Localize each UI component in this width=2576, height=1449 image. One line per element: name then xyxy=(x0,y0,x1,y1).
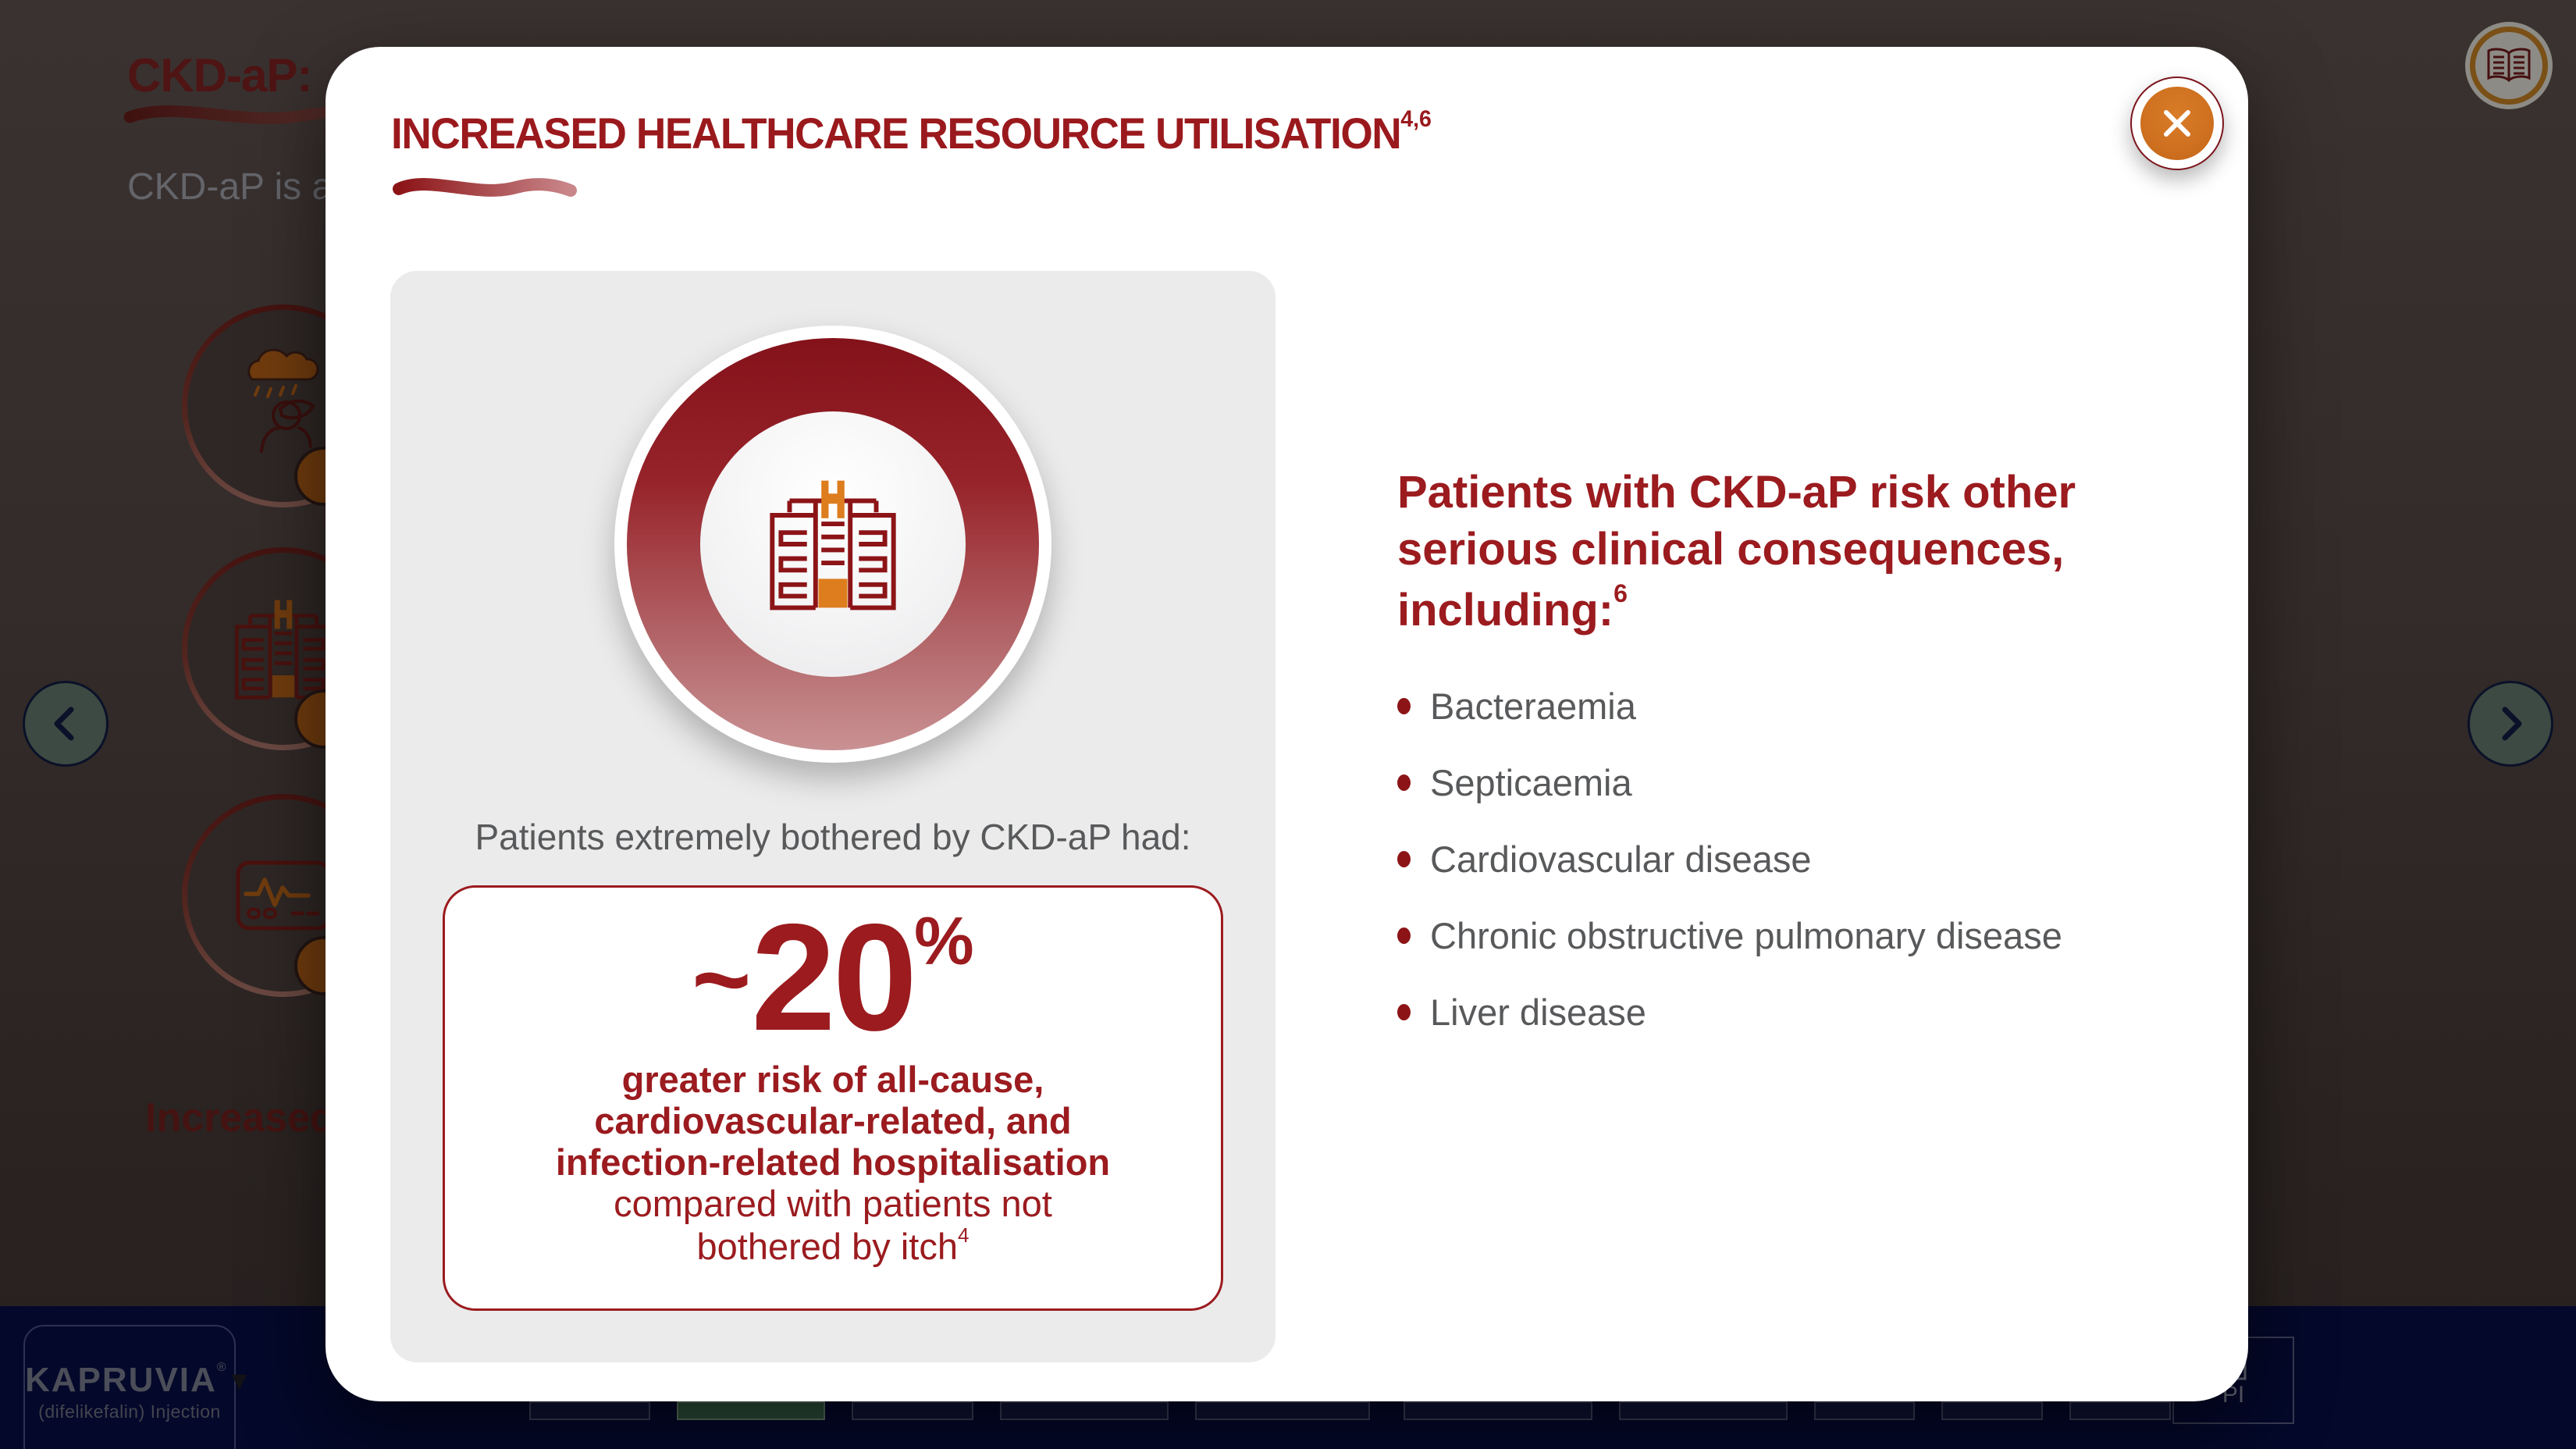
footer-nav-button-5[interactable] xyxy=(1195,1401,1370,1420)
close-modal-button[interactable] xyxy=(2130,77,2224,170)
chevron-right-icon xyxy=(2502,707,2522,741)
book-ring xyxy=(2470,27,2548,105)
heading-line-1: Patients with CKD-aP risk other xyxy=(1397,467,2076,518)
page-title: CKD-aP: xyxy=(127,49,312,101)
footer-nav-button-4[interactable] xyxy=(1000,1401,1169,1420)
page-subtitle: CKD-aP is a xyxy=(127,166,333,208)
footer-nav-button-3[interactable] xyxy=(852,1401,973,1420)
footer-nav-button-8[interactable] xyxy=(1814,1401,1915,1420)
modal-title: INCREASED HEALTHCARE RESOURCE UTILISATIO… xyxy=(391,106,1432,158)
statistic-bold-text: greater risk of all-cause, cardiovascula… xyxy=(445,1059,1221,1183)
stat-bold-line-3: infection-related hospitalisation xyxy=(555,1141,1111,1184)
list-item: Cardiovascular disease xyxy=(1397,838,2225,881)
heading-line-2: serious clinical consequences, xyxy=(1397,523,2065,575)
approx-tilde: ~ xyxy=(692,922,752,1036)
heading-line-3-text: including: xyxy=(1397,585,1614,635)
consequences-heading: Patients with CKD-aP risk other serious … xyxy=(1397,465,2225,639)
hospital-building-icon xyxy=(770,480,896,611)
modal-title-swoosh xyxy=(393,178,577,197)
x-icon xyxy=(2164,110,2190,137)
statistic-number: ~20% xyxy=(445,902,1221,1054)
heading-line-3: including:6 xyxy=(1397,578,2225,639)
statistic-box: ~20% greater risk of all-cause, cardiova… xyxy=(443,885,1223,1311)
hospital-badge-inner xyxy=(700,411,966,677)
list-item: Chronic obstructive pulmonary disease xyxy=(1397,914,2225,957)
brand-subtitle: (difelikefalin) Injection xyxy=(38,1401,221,1422)
footer-nav-button-1[interactable] xyxy=(529,1401,650,1420)
statistic-panel: Patients extremely bothered by CKD-aP ha… xyxy=(390,271,1276,1362)
stat-bold-line-2: cardiovascular-related, and xyxy=(594,1100,1072,1142)
modal-title-text: INCREASED HEALTHCARE RESOURCE UTILISATIO… xyxy=(391,109,1402,158)
healthcare-resource-modal: INCREASED HEALTHCARE RESOURCE UTILISATIO… xyxy=(326,47,2248,1401)
stat-normal-line-2-text: bothered by itch xyxy=(696,1226,958,1268)
list-item: Bacteraemia xyxy=(1397,685,2225,728)
chevron-left-icon xyxy=(54,707,74,741)
stat-bold-line-1: greater risk of all-cause, xyxy=(621,1059,1044,1100)
modal-title-references: 4,6 xyxy=(1400,106,1432,132)
footer-nav-button-9[interactable] xyxy=(1941,1401,2043,1420)
registered-mark: ® xyxy=(216,1361,226,1374)
footer-nav-button-7[interactable] xyxy=(1619,1401,1788,1420)
stat-normal-line-1: compared with patients not xyxy=(614,1183,1052,1225)
list-item: Liver disease xyxy=(1397,991,2225,1034)
hospital-badge xyxy=(614,326,1051,763)
previous-slide-button[interactable] xyxy=(23,681,109,767)
consequences-list: Bacteraemia Septicaemia Cardiovascular d… xyxy=(1397,685,2225,1034)
black-triangle-mark: ▼ xyxy=(226,1366,253,1396)
heading-reference: 6 xyxy=(1614,579,1628,607)
footer-nav-button-10[interactable] xyxy=(2069,1401,2171,1420)
statistic-normal-text: compared with patients not bothered by i… xyxy=(445,1183,1221,1267)
next-slide-button[interactable] xyxy=(2467,681,2553,767)
stat-footnote-reference: 4 xyxy=(957,1223,970,1248)
statistic-value: 20 xyxy=(751,892,917,1063)
person-under-rain-cloud-icon xyxy=(247,348,319,453)
footer-nav-button-2-active[interactable] xyxy=(677,1401,825,1420)
partial-caption: Increased xyxy=(145,1095,335,1141)
percent-sign: % xyxy=(914,904,974,979)
references-button[interactable] xyxy=(2465,22,2553,109)
brand-name: KAPRUVIA xyxy=(25,1361,217,1399)
brand-logo[interactable]: KAPRUVIA®▼ (difelikefalin) Injection xyxy=(23,1325,252,1449)
consequences-panel: Patients with CKD-aP risk other serious … xyxy=(1397,465,2225,1067)
stat-normal-line-2: bothered by itch4 xyxy=(445,1223,1221,1268)
list-item: Septicaemia xyxy=(1397,761,2225,804)
footer-nav-button-6[interactable] xyxy=(1404,1401,1592,1420)
statistic-lead-text: Patients extremely bothered by CKD-aP ha… xyxy=(475,817,1191,857)
close-button-circle xyxy=(2140,87,2214,160)
